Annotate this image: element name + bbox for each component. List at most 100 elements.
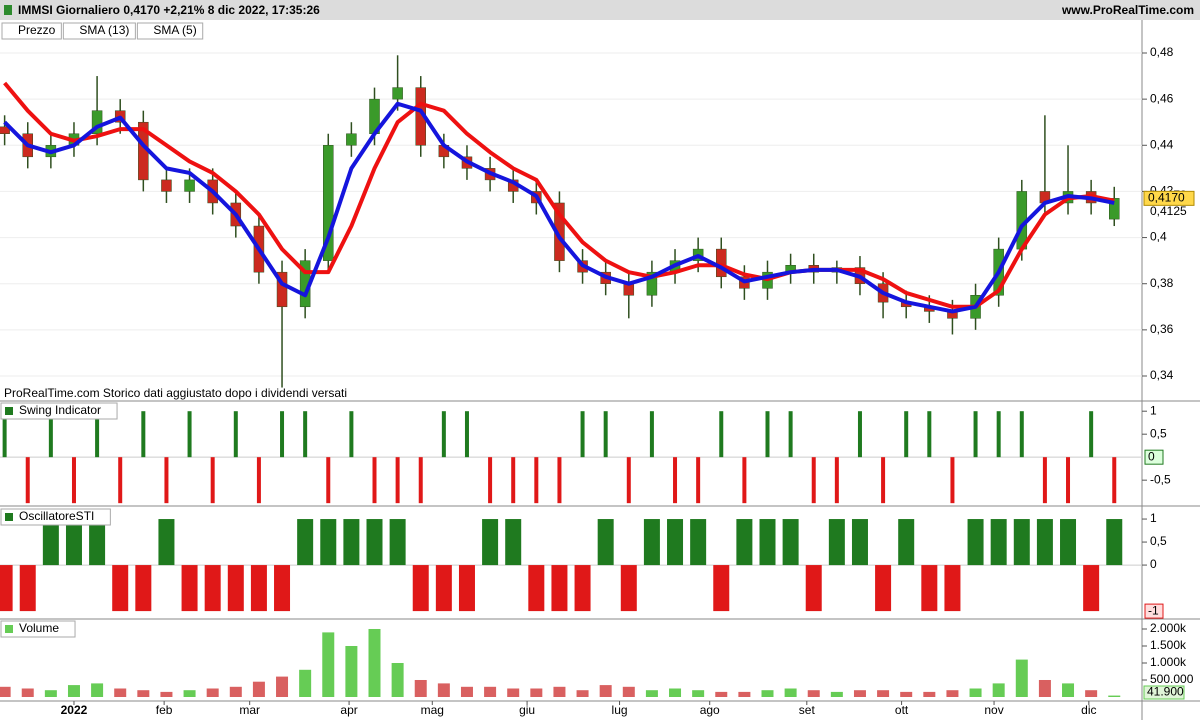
x-tick-label: 2022 [61,703,88,717]
volume-bar [1062,683,1075,697]
indicator-bar [626,457,631,504]
indicator-bar [227,565,244,612]
panel-title-box [0,402,118,420]
annotation: ProRealTime.com Storico dati aggiustato … [4,386,347,400]
panel-title-box [0,620,76,638]
indicator-bar [649,411,654,458]
panel-title: OscillatoreSTI [19,509,94,523]
indicator-bar [851,519,868,566]
indicator-bar [65,519,82,566]
last-value-box [1144,603,1164,619]
indicator-bar [366,519,383,566]
indicator-bar [326,457,331,504]
sma-line [3,101,1115,314]
indicator-bar [141,411,146,458]
legend-label: SMA (5) [153,23,196,37]
indicator-bar [349,411,354,458]
volume-bar [969,688,982,697]
indicator-bar [834,457,839,504]
x-tick-label: giu [519,703,535,717]
y-tick-label: 2.000k [1150,621,1187,635]
volume-bar [877,690,890,697]
indicator-bar [857,411,862,458]
indicator-bar [488,457,493,504]
y-tick-label: -0,5 [1150,472,1171,486]
candle-body [646,271,658,296]
header-icon [4,5,12,15]
y-tick-label: 0,44 [1150,137,1174,151]
indicator-bar [118,457,123,504]
indicator-bar [89,519,106,566]
indicator-bar [42,519,59,566]
volume-bar [137,690,150,697]
x-tick-label: feb [156,703,173,717]
indicator-bar [505,519,522,566]
volume-bar [252,681,265,697]
indicator-bar [164,457,169,504]
indicator-bar [464,411,469,458]
volume-bar [692,690,705,697]
volume-bar [900,691,913,697]
volume-bar [576,690,589,697]
last-value-box [1143,685,1185,700]
volume-bar [44,690,57,697]
y-tick-label: 1.500k [1150,638,1187,652]
indicator-bar [881,457,886,504]
indicator-bar [25,457,30,504]
volume-bar [530,688,543,697]
volume-bar [645,690,658,697]
indicator-bar [511,457,516,504]
indicator-bar [280,411,285,458]
indicator-bar [1106,519,1123,566]
volume-bar [807,690,820,697]
indicator-bar [574,565,591,612]
volume-bar [368,628,381,697]
y-tick-label: 0,36 [1150,322,1174,336]
indicator-bar [441,411,446,458]
candle-body [716,248,727,278]
y-tick-label: 1.000k [1150,655,1187,669]
panel-title: Volume [19,621,59,635]
last-value: 0 [1148,449,1155,463]
indicator-bar [696,457,701,504]
indicator-bar [297,519,314,566]
volume-bar [992,683,1005,697]
volume-bar [229,686,242,697]
y-tick-label: 0,48 [1150,45,1174,59]
volume-bar [1085,690,1098,697]
legend-label: SMA (13) [79,23,129,37]
last-value: -1 [1148,603,1159,617]
legend-label: Prezzo [18,23,56,37]
volume-bar [599,685,612,697]
indicator-bar [233,411,238,458]
indicator-bar [1083,565,1100,612]
volume-bar [206,688,219,697]
panel-title: Swing Indicator [19,403,101,417]
indicator-bar [765,411,770,458]
volume-bar [391,662,404,697]
indicator-bar [458,565,475,612]
last-price: 0,4170 [1148,191,1185,205]
legend-box [136,22,204,40]
candle-body [323,145,334,261]
volume-bar [460,686,473,697]
y-tick-label: 0,4 [1150,230,1167,244]
indicator-bar [2,411,7,458]
volume-bar [669,688,682,697]
legend-box [62,22,136,40]
volume-bar [0,686,11,697]
volume-bar [67,685,80,697]
indicator-bar [904,411,909,458]
sma-last: 0,4125 [1150,204,1187,218]
indicator-bar [667,519,684,566]
panel-icon [5,625,13,633]
volume-bar [21,688,34,697]
volume-bar [299,669,312,697]
volume-bar [160,691,173,697]
volume-bar [1015,659,1028,697]
indicator-bar [528,565,545,612]
candle-body [1109,198,1120,220]
indicator-bar [673,457,678,504]
volume-bar [276,676,289,697]
indicator-bar [580,411,585,458]
